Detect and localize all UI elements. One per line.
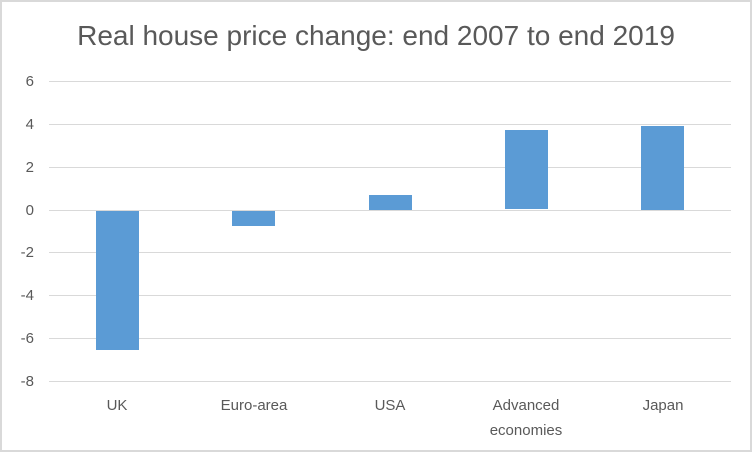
gridline-y--8 — [49, 381, 731, 382]
y-tick-label: 4 — [25, 116, 34, 133]
gridline-y--2 — [49, 252, 731, 253]
bar-usa — [369, 195, 412, 210]
chart-title: Real house price change: end 2007 to end… — [77, 20, 675, 51]
bar-advanced-economies — [505, 130, 548, 209]
x-category-label: Japan — [642, 397, 684, 414]
y-tick-label: -2 — [20, 244, 34, 261]
y-tick-label: -8 — [20, 373, 34, 390]
x-category-label: USA — [374, 397, 406, 414]
bar-japan — [641, 126, 684, 210]
x-category-label: Euro-area — [220, 397, 288, 414]
y-tick-label: 6 — [25, 73, 34, 90]
y-tick-label: 2 — [25, 159, 34, 176]
bar-euro-area — [232, 211, 275, 226]
gridline-y--6 — [49, 338, 731, 339]
gridline-y-0 — [49, 210, 731, 211]
gridline-y-2 — [49, 167, 731, 168]
x-category-label: Advanced economies — [489, 397, 563, 439]
gridline-y-4 — [49, 124, 731, 125]
y-tick-label: -6 — [20, 330, 34, 347]
gridline-y-6 — [49, 81, 731, 82]
gridline-y--4 — [49, 295, 731, 296]
y-tick-label: 0 — [25, 202, 34, 219]
bar-uk — [96, 211, 139, 350]
x-category-label: UK — [106, 397, 128, 414]
y-tick-label: -4 — [20, 287, 34, 304]
